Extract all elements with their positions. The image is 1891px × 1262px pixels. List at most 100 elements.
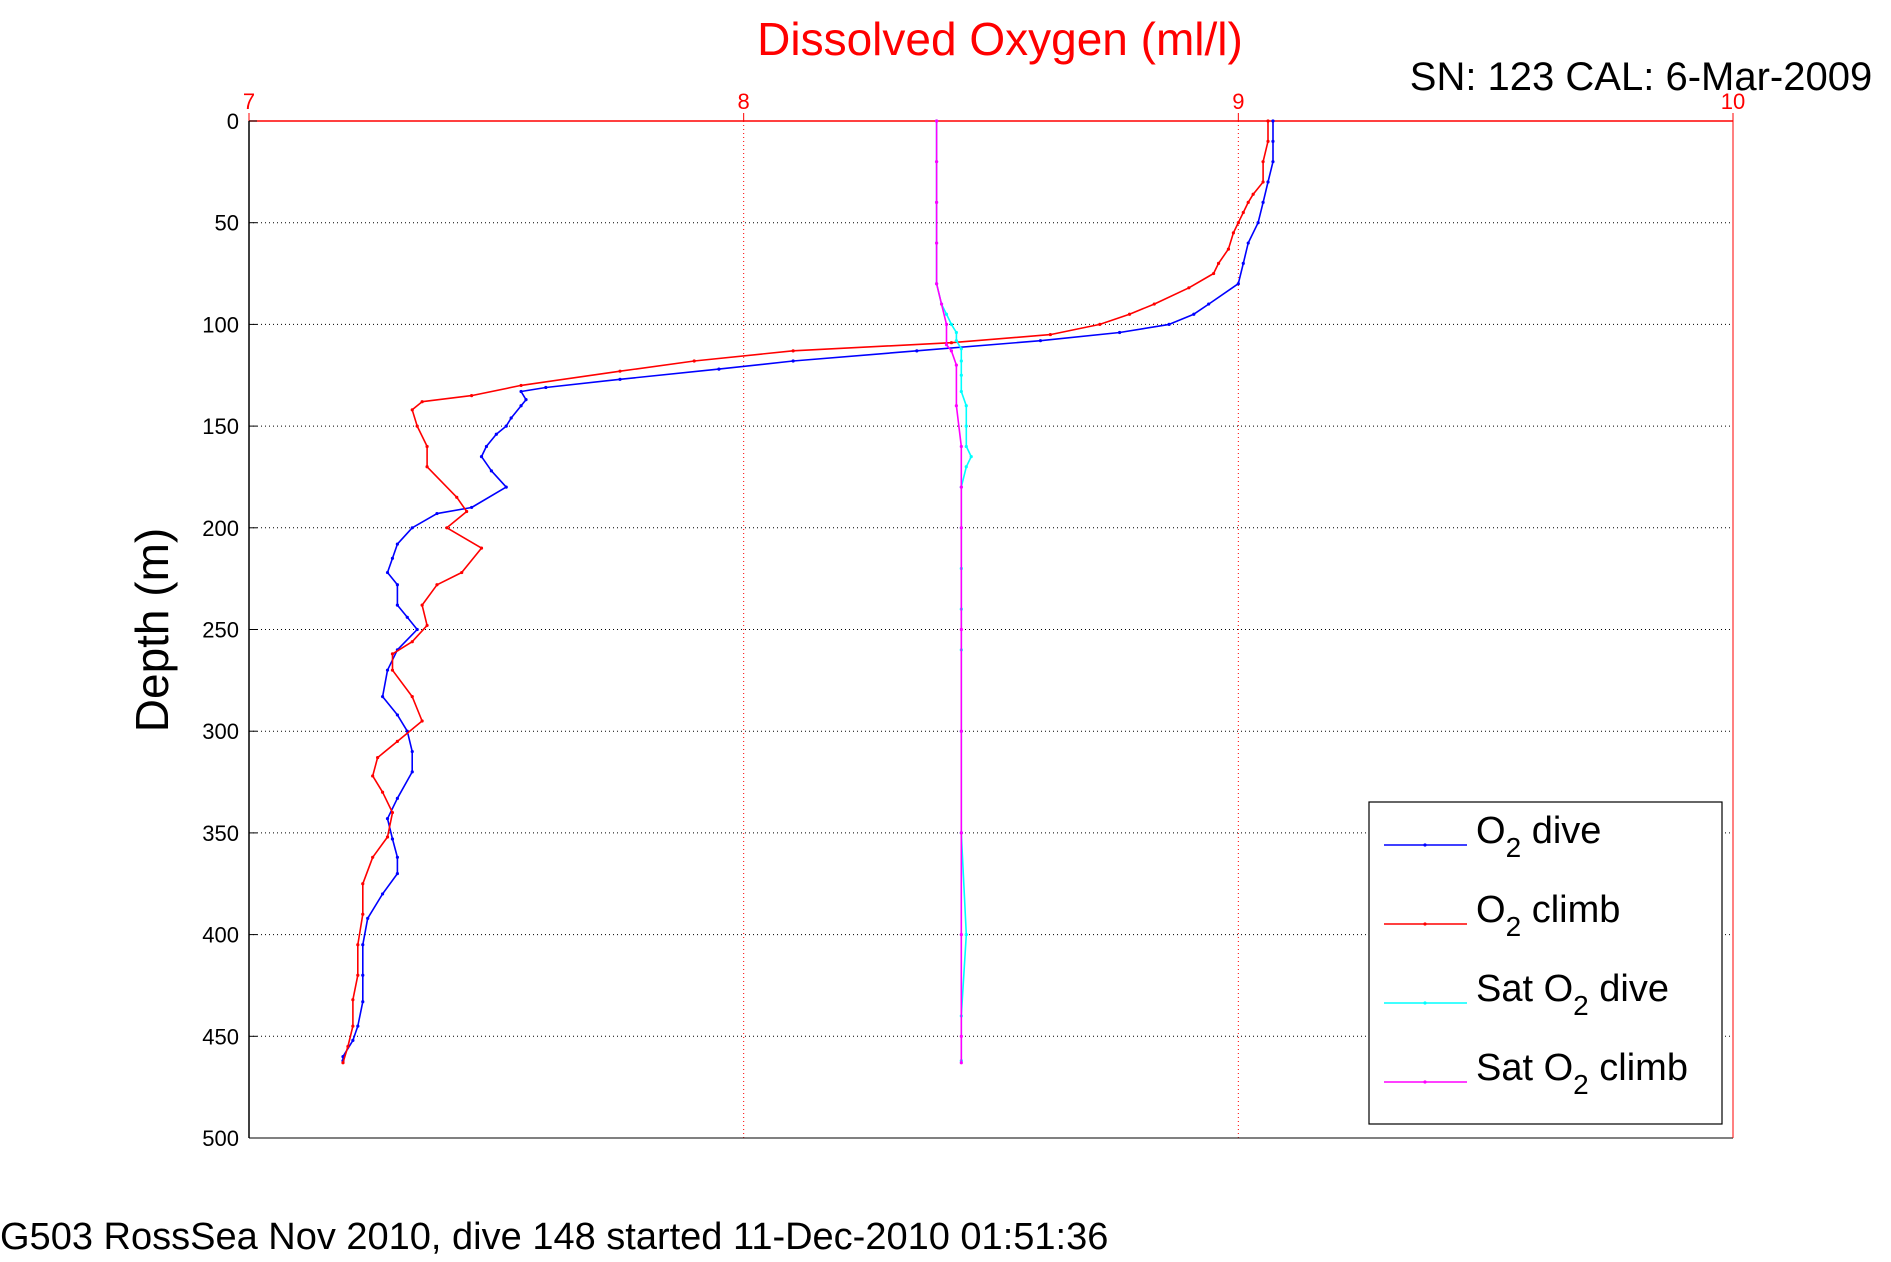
footer-caption: G503 RossSea Nov 2010, dive 148 started … xyxy=(0,1216,1108,1258)
data-point-1 xyxy=(618,369,622,373)
data-point-1 xyxy=(1261,180,1265,184)
data-point-0 xyxy=(395,583,399,587)
x-tick-label: 10 xyxy=(1721,89,1745,114)
data-point-1 xyxy=(356,943,360,947)
data-point-0 xyxy=(395,542,399,546)
data-point-2 xyxy=(964,404,968,408)
y-tick-label: 500 xyxy=(202,1126,239,1151)
data-point-1 xyxy=(455,495,459,499)
data-point-0 xyxy=(1241,261,1245,265)
data-point-1 xyxy=(1212,271,1216,276)
data-point-0 xyxy=(1038,339,1043,343)
data-point-0 xyxy=(618,377,622,381)
data-point-1 xyxy=(420,719,424,723)
data-point-1 xyxy=(395,739,399,743)
data-point-1 xyxy=(351,1024,355,1028)
data-point-1 xyxy=(791,349,795,353)
data-point-3 xyxy=(944,322,949,326)
data-point-0 xyxy=(1246,241,1250,245)
data-point-0 xyxy=(509,416,513,420)
data-point-0 xyxy=(544,385,548,390)
data-point-3 xyxy=(934,200,939,204)
data-point-0 xyxy=(1256,221,1260,225)
data-point-0 xyxy=(524,398,528,402)
data-point-0 xyxy=(366,916,370,920)
data-point-1 xyxy=(470,393,474,398)
data-point-1 xyxy=(1236,221,1240,225)
data-point-1 xyxy=(1246,200,1250,204)
legend-marker xyxy=(1423,1001,1427,1005)
data-point-1 xyxy=(420,400,424,404)
data-point-3 xyxy=(959,933,963,937)
y-tick-label: 0 xyxy=(227,109,239,134)
data-point-3 xyxy=(934,160,939,164)
data-point-0 xyxy=(385,570,390,575)
data-point-2 xyxy=(969,455,973,459)
data-point-2 xyxy=(964,424,968,428)
data-point-0 xyxy=(385,817,390,821)
series-line-3 xyxy=(935,121,963,1063)
data-point-0 xyxy=(395,871,399,876)
x-tick-label: 9 xyxy=(1232,89,1244,114)
legend-marker xyxy=(1423,1080,1427,1084)
data-point-0 xyxy=(415,627,419,632)
data-point-1 xyxy=(415,424,419,428)
legend-box xyxy=(1368,801,1723,1125)
data-point-3 xyxy=(934,241,939,245)
data-point-0 xyxy=(519,404,523,408)
x-tick-label: 7 xyxy=(243,89,255,114)
y-axis-label: Depth (m) xyxy=(126,528,178,732)
y-tick-label: 50 xyxy=(215,211,239,236)
data-point-1 xyxy=(390,652,395,656)
data-point-0 xyxy=(489,469,493,473)
data-point-2 xyxy=(964,933,968,937)
data-point-0 xyxy=(1266,180,1270,184)
data-point-1 xyxy=(1266,139,1270,143)
data-point-1 xyxy=(361,912,365,916)
legend: O2 dive O2 climb Sat O2 dive Sat O2 climb xyxy=(1368,801,1723,1125)
data-point-3 xyxy=(959,1061,963,1065)
data-point-3 xyxy=(959,831,963,835)
data-point-3 xyxy=(959,627,963,632)
data-point-1 xyxy=(949,341,954,345)
legend-entry: O2 climb xyxy=(1476,889,1620,942)
data-point-3 xyxy=(944,343,949,347)
data-point-3 xyxy=(954,363,958,367)
data-point-1 xyxy=(420,603,424,607)
axes xyxy=(248,113,1734,1139)
y-tick-label: 200 xyxy=(202,516,239,541)
data-point-0 xyxy=(717,367,721,371)
data-point-1 xyxy=(692,359,696,363)
y-tick-label: 100 xyxy=(202,312,239,337)
data-point-0 xyxy=(435,511,439,516)
data-point-0 xyxy=(405,615,409,619)
data-point-2 xyxy=(959,389,963,394)
data-point-1 xyxy=(1226,247,1231,251)
data-point-0 xyxy=(380,695,385,699)
data-point-1 xyxy=(410,408,414,412)
data-point-0 xyxy=(390,837,395,841)
data-point-1 xyxy=(435,583,439,587)
data-point-2 xyxy=(949,322,954,326)
data-point-0 xyxy=(395,603,399,607)
data-point-0 xyxy=(479,455,484,459)
data-point-2 xyxy=(944,312,949,316)
chart-title: Dissolved Oxygen (ml/l) xyxy=(757,13,1243,65)
data-point-0 xyxy=(1118,330,1122,335)
data-point-3 xyxy=(934,282,939,286)
data-point-3 xyxy=(949,349,954,353)
data-point-1 xyxy=(1251,192,1255,196)
data-point-1 xyxy=(1048,332,1052,337)
data-point-1 xyxy=(341,1061,345,1065)
data-point-1 xyxy=(385,835,390,839)
data-point-1 xyxy=(1216,261,1221,265)
data-point-1 xyxy=(376,756,380,760)
data-point-1 xyxy=(390,668,395,672)
data-point-3 xyxy=(934,119,939,123)
data-point-0 xyxy=(361,943,365,947)
data-point-1 xyxy=(425,465,429,469)
data-point-1 xyxy=(1152,302,1156,306)
data-point-0 xyxy=(470,505,474,510)
data-point-0 xyxy=(356,1024,360,1028)
